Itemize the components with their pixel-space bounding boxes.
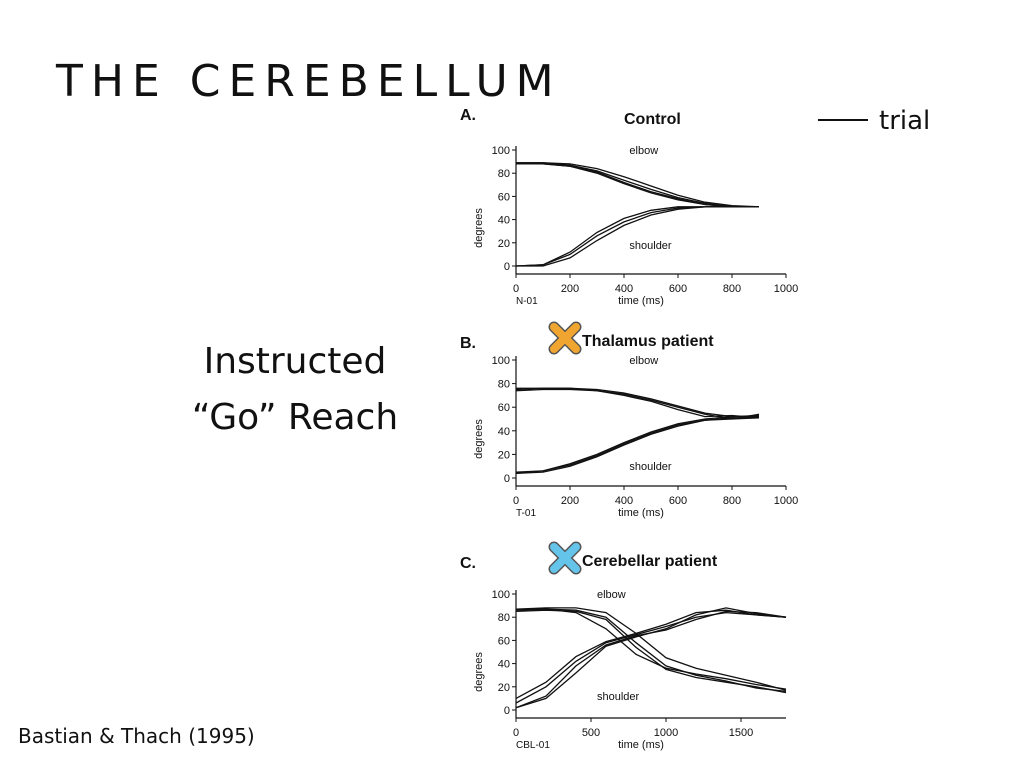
elbow-annotation: elbow <box>629 355 658 367</box>
panel-title: Cerebellar patient <box>582 553 718 570</box>
shoulder-annotation: shoulder <box>597 691 640 703</box>
instructed-line-2: “Go” Reach <box>191 397 399 438</box>
y-tick-label: 80 <box>498 379 510 391</box>
elbow-trial-line <box>515 607 787 691</box>
subject-id-label: CBL-01 <box>516 740 550 751</box>
y-tick-label: 100 <box>492 589 510 601</box>
y-tick-label: 20 <box>498 682 510 694</box>
x-mark-stroke <box>550 323 580 353</box>
y-tick-label: 20 <box>498 238 510 250</box>
y-tick-label: 0 <box>504 705 510 717</box>
y-axis-label: degrees <box>473 208 485 248</box>
x-tick-label: 500 <box>582 727 600 739</box>
elbow-trial-line <box>516 608 787 693</box>
elbow-trial-line <box>516 387 759 418</box>
shoulder-trial-line <box>515 417 760 473</box>
x-mark-icon <box>548 321 582 355</box>
x-mark-icon <box>548 541 582 575</box>
panel-letter: B. <box>460 335 476 352</box>
elbow-trial-line <box>516 162 760 208</box>
x-tick-label: 1000 <box>774 283 798 295</box>
subject-id-label: T-01 <box>516 508 536 519</box>
y-tick-label: 0 <box>504 473 510 485</box>
x-tick-label: 0 <box>513 283 519 295</box>
y-tick-label: 40 <box>498 426 510 438</box>
instructed-line-1: Instructed <box>203 341 387 382</box>
x-tick-label: 600 <box>669 283 687 295</box>
x-tick-label: 1000 <box>654 727 678 739</box>
x-tick-label: 400 <box>615 495 633 507</box>
panel-title: Thalamus patient <box>582 333 714 350</box>
shoulder-trial-line <box>515 610 787 709</box>
y-axis-label: degrees <box>473 652 485 692</box>
elbow-trial-line <box>516 162 759 208</box>
citation: Bastian & Thach (1995) <box>18 724 255 748</box>
panel-letter: C. <box>460 555 476 572</box>
y-tick-label: 100 <box>492 355 510 367</box>
elbow-trial-line <box>515 387 760 419</box>
y-axis-label: degrees <box>473 419 485 459</box>
figure-panels: A. Control 0 20 40 60 80 100 0 200 400 600 800 1000 de… <box>452 100 822 764</box>
slide-title: THE CEREBELLUM <box>56 56 562 107</box>
x-mark-stroke <box>550 543 580 573</box>
elbow-trial-line <box>515 609 787 694</box>
x-axis-label: time (ms) <box>618 739 664 751</box>
shoulder-annotation: shoulder <box>629 240 672 252</box>
x-axis-label: time (ms) <box>618 295 664 307</box>
shoulder-annotation: shoulder <box>629 461 672 473</box>
shoulder-trial-line <box>515 206 759 267</box>
x-axis-label: time (ms) <box>618 507 664 519</box>
y-tick-label: 40 <box>498 659 510 671</box>
shoulder-trial-line <box>516 206 759 267</box>
y-tick-label: 80 <box>498 168 510 180</box>
y-tick-label: 0 <box>504 261 510 273</box>
y-tick-label: 60 <box>498 191 510 203</box>
instructed-go-reach-label: Instructed “Go” Reach <box>160 334 430 446</box>
panel-title: Control <box>624 111 681 128</box>
x-tick-label: 800 <box>723 283 741 295</box>
x-tick-label: 600 <box>669 495 687 507</box>
panel-letter: A. <box>460 107 476 124</box>
x-tick-label: 400 <box>615 283 633 295</box>
y-tick-label: 60 <box>498 635 510 647</box>
x-tick-label: 1000 <box>774 495 798 507</box>
elbow-trial-line <box>515 388 760 420</box>
y-tick-label: 60 <box>498 402 510 414</box>
x-tick-label: 1500 <box>729 727 753 739</box>
x-tick-label: 0 <box>513 727 519 739</box>
x-tick-label: 0 <box>513 495 519 507</box>
x-tick-label: 200 <box>561 283 579 295</box>
legend-line-swatch <box>818 119 868 121</box>
x-tick-label: 800 <box>723 495 741 507</box>
shoulder-trial-line <box>515 206 759 267</box>
y-tick-label: 20 <box>498 449 510 461</box>
y-tick-label: 40 <box>498 215 510 227</box>
y-tick-label: 80 <box>498 612 510 624</box>
elbow-annotation: elbow <box>597 589 626 601</box>
x-tick-label: 200 <box>561 495 579 507</box>
elbow-annotation: elbow <box>629 145 658 157</box>
shoulder-trial-line <box>515 611 787 704</box>
elbow-trial-line <box>516 163 759 208</box>
subject-id-label: N-01 <box>516 296 538 307</box>
legend-label: trial <box>879 106 931 136</box>
y-tick-label: 100 <box>492 145 510 157</box>
